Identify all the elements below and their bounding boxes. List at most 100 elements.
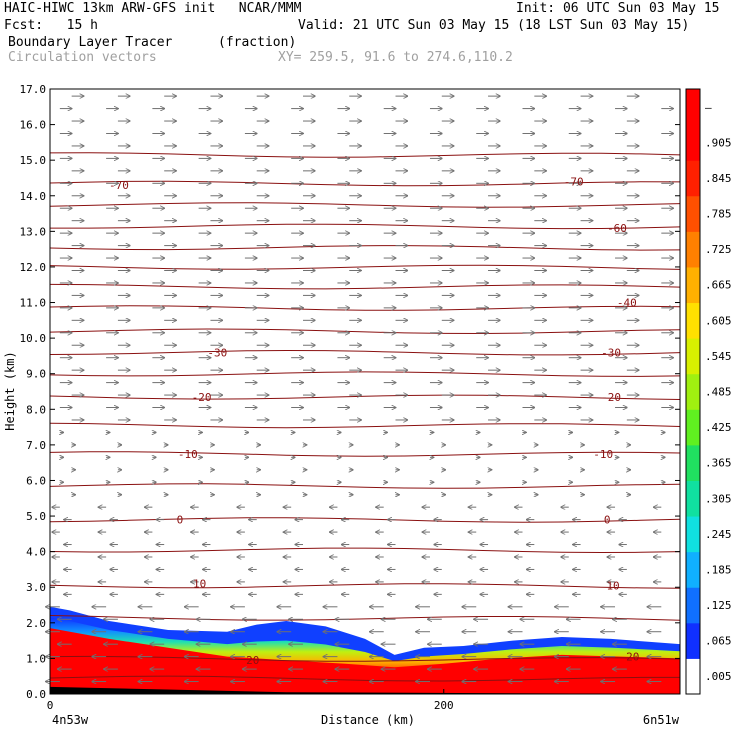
colorbar-segment	[686, 124, 700, 161]
y-tick-label: 3.0	[26, 581, 46, 594]
contour-label: -10	[178, 448, 198, 461]
vector-label: Circulation vectors	[8, 50, 157, 65]
colorbar-label: –	[705, 101, 712, 114]
y-tick-label: 7.0	[26, 439, 46, 452]
x-tick-label: 200	[434, 699, 454, 712]
x-left-endpoint: 4n53w	[52, 713, 89, 727]
header-init-time: Init: 06 UTC Sun 03 May 15	[516, 1, 720, 16]
contour-line	[49, 305, 681, 311]
colorbar-frame	[685, 88, 701, 695]
blt-shading	[50, 606, 680, 694]
contour-line	[49, 283, 681, 290]
colorbar-label: .305	[705, 492, 732, 505]
plot-frame	[49, 88, 681, 695]
contour-label: -70	[564, 176, 584, 189]
contour-line	[49, 152, 681, 158]
contour-line	[49, 349, 681, 356]
colorbar-segment	[686, 302, 700, 339]
colorbar-label: .065	[705, 635, 732, 648]
contour-label: -20	[601, 391, 621, 404]
x-right-endpoint: 6n51w	[643, 713, 680, 727]
y-tick-label: 6.0	[26, 474, 46, 487]
header-valid-time: Valid: 21 UTC Sun 03 May 15 (18 LST Sun …	[298, 18, 690, 33]
contour-line	[49, 655, 681, 662]
colorbar-segment	[686, 373, 700, 410]
colorbar-segment	[686, 587, 700, 624]
contour-label: -60	[607, 222, 627, 235]
colorbar-label: .905	[705, 136, 732, 149]
colorbar-label: .785	[705, 208, 732, 221]
colorbar-segment	[686, 658, 700, 695]
colorbar: .005 .065 .125 .185 .245 .305 .365 .425 .485 .545…	[685, 88, 732, 695]
colorbar-segment	[686, 195, 700, 232]
contour-label: -10	[593, 448, 613, 461]
colorbar-segment	[686, 338, 700, 375]
y-tick-label: 5.0	[26, 510, 46, 523]
colorbar-segment	[686, 266, 700, 304]
y-axis-label: Height (km)	[3, 351, 17, 430]
y-tick-label: 15.0	[20, 154, 47, 167]
y-tick-label: 13.0	[20, 225, 47, 238]
y-tick-label: 0.0	[26, 688, 46, 701]
colorbar-label: .725	[705, 243, 732, 256]
y-tick-label: 14.0	[20, 190, 47, 203]
contour-line	[49, 202, 681, 208]
colorbar-segment	[686, 160, 700, 197]
y-axis: 0.0 1.0 2.0 3.0 4.0 5.0 6.0 7.0 8.0 9.0 10.0 11.0 12…	[20, 83, 680, 701]
header-title: HAIC-HIWC 13km ARW-GFS init NCAR/MMM	[4, 1, 302, 16]
colorbar-label: .425	[705, 421, 732, 434]
contour-line	[49, 394, 681, 400]
contour-label: -30	[601, 346, 621, 359]
contour-line	[49, 675, 680, 682]
colorbar-label: .245	[705, 528, 732, 541]
contour-labels: 20 20 10 10 0 0 -10 -10 -20 -20 -30 -30 -40 -60 -70 -70	[109, 176, 639, 668]
x-axis-label: Distance (km)	[321, 713, 415, 727]
y-tick-label: 16.0	[20, 119, 47, 132]
field-name: Boundary Layer Tracer	[8, 35, 173, 50]
header-forecast-hour: Fcst: 15 h	[4, 18, 98, 33]
colorbar-label: .005	[705, 670, 732, 683]
contour-label: 0	[604, 514, 611, 527]
contour-label: 10	[606, 579, 619, 592]
y-tick-label: 2.0	[26, 617, 46, 630]
contour-line	[49, 245, 681, 251]
y-tick-label: 17.0	[20, 83, 47, 96]
contour-label: -40	[617, 297, 637, 310]
contour-line	[49, 371, 681, 377]
colorbar-label: .365	[705, 457, 732, 470]
colorbar-label: .665	[705, 279, 732, 292]
xy-label: XY= 259.5, 91.6 to 274.6,110.2	[278, 50, 513, 65]
contour-label: -30	[207, 346, 227, 359]
contour-label: -70	[109, 179, 129, 192]
contour-label: 20	[626, 651, 639, 664]
contour-line	[49, 180, 681, 187]
contour-line	[49, 451, 681, 457]
contour-label: -20	[192, 391, 212, 404]
contour-line	[49, 583, 681, 589]
blt-core-region	[50, 628, 680, 694]
contour-label: 0	[177, 514, 184, 527]
x-tick-label: 0	[47, 699, 54, 712]
y-tick-label: 12.0	[20, 261, 47, 274]
x-axis: 0 200	[47, 689, 454, 712]
colorbar-segment	[686, 231, 700, 268]
field-unit: (fraction)	[218, 35, 297, 50]
contour-label: 20	[246, 654, 259, 667]
contour-line	[49, 328, 681, 335]
y-tick-label: 9.0	[26, 368, 46, 381]
y-tick-label: 11.0	[20, 297, 47, 310]
y-tick-label: 10.0	[20, 332, 47, 345]
plot-area	[50, 89, 680, 694]
colorbar-segment	[686, 551, 700, 588]
colorbar-segment	[686, 516, 700, 553]
contour-line	[49, 422, 681, 429]
colorbar-label: .845	[705, 172, 732, 185]
colorbar-segment	[686, 480, 700, 517]
contour-line	[49, 264, 681, 270]
colorbar-label: .125	[705, 599, 732, 612]
contour-label: 10	[193, 578, 206, 591]
colorbar-segment	[686, 622, 700, 659]
y-tick-label: 1.0	[26, 652, 46, 665]
y-tick-label: 4.0	[26, 546, 46, 559]
